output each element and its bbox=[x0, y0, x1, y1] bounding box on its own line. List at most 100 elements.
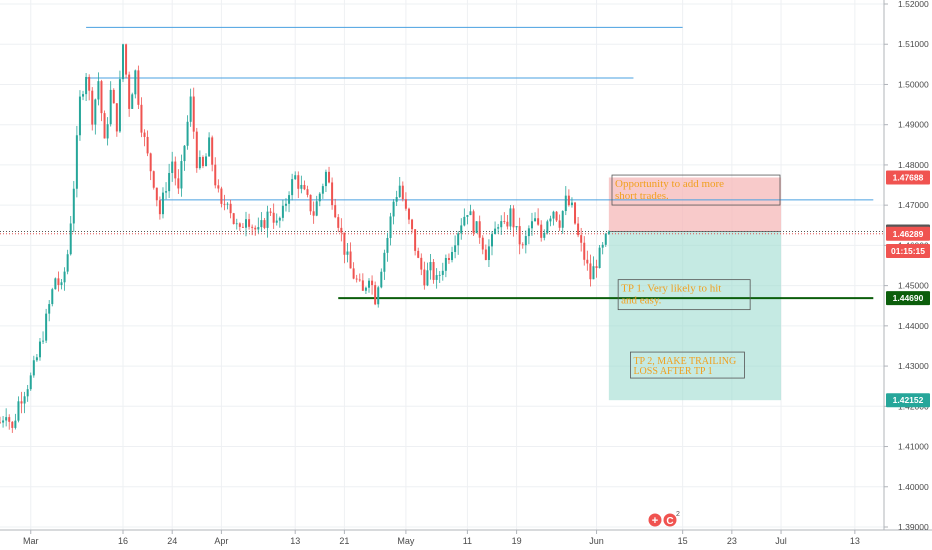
annotation-text: TP 2, MAKE TRAILING bbox=[633, 356, 736, 367]
price-badge-bg bbox=[886, 170, 930, 185]
candle-body bbox=[229, 203, 232, 214]
refresh-icon-glyph: C bbox=[666, 516, 673, 527]
candle-body bbox=[451, 251, 454, 261]
y-tick-label: 1.50000 bbox=[898, 79, 929, 89]
candle-body bbox=[281, 205, 284, 218]
candle-body bbox=[469, 211, 472, 216]
candle-body bbox=[103, 113, 106, 139]
candle-body bbox=[515, 226, 518, 228]
candle-body bbox=[377, 287, 380, 305]
candle-body bbox=[601, 244, 604, 248]
candle-body bbox=[201, 157, 204, 167]
candle-body bbox=[494, 228, 497, 235]
candle-body bbox=[288, 195, 291, 204]
x-tick-label: 21 bbox=[339, 536, 349, 546]
x-tick-label: 24 bbox=[167, 536, 177, 546]
candle-body bbox=[266, 211, 269, 228]
candle-body bbox=[140, 104, 143, 133]
price-badge-label: 1.46289 bbox=[893, 229, 924, 239]
candle-body bbox=[94, 99, 97, 125]
candle-body bbox=[241, 226, 244, 228]
x-tick-label: 23 bbox=[727, 536, 737, 546]
candle-body bbox=[29, 375, 32, 390]
candle-body bbox=[306, 189, 309, 195]
candle-body bbox=[238, 223, 241, 227]
candlestick-series bbox=[0, 43, 610, 433]
bottom-icons[interactable]: + C2 bbox=[648, 511, 681, 528]
candle-body bbox=[337, 217, 340, 228]
candle-body bbox=[346, 251, 349, 255]
candle-body bbox=[358, 279, 361, 281]
candle-body bbox=[543, 232, 546, 238]
candle-body bbox=[48, 304, 51, 314]
candle-body bbox=[254, 227, 257, 230]
y-tick-label: 1.40000 bbox=[898, 482, 929, 492]
candle-body bbox=[186, 121, 189, 146]
refresh-icon[interactable]: C2 bbox=[663, 511, 681, 527]
candle-body bbox=[355, 278, 358, 280]
candle-body bbox=[149, 153, 152, 172]
candle-body bbox=[324, 171, 327, 187]
annotation-text: LOSS AFTER TP 1 bbox=[633, 366, 712, 377]
x-tick-label: Jul bbox=[775, 536, 787, 546]
candle-body bbox=[235, 223, 238, 225]
candle-body bbox=[592, 266, 595, 280]
candle-body bbox=[75, 135, 78, 189]
candle-body bbox=[395, 197, 398, 202]
candle-body bbox=[454, 245, 457, 252]
candle-body bbox=[392, 201, 395, 217]
candle-body bbox=[97, 81, 100, 100]
x-tick-label: May bbox=[397, 536, 415, 546]
candle-body bbox=[604, 233, 607, 245]
candle-body bbox=[14, 420, 17, 428]
candle-body bbox=[294, 175, 297, 180]
candle-body bbox=[208, 137, 211, 157]
stop-zone bbox=[608, 177, 782, 232]
candle-body bbox=[217, 185, 220, 189]
annotation-text: TP 1. Very likely to hit bbox=[621, 283, 721, 295]
candle-body bbox=[220, 188, 223, 204]
price-badge-label: 1.47688 bbox=[893, 172, 924, 182]
candle-body bbox=[8, 417, 11, 422]
candle-body bbox=[441, 270, 444, 275]
candle-body bbox=[11, 421, 14, 428]
price-badge-bg bbox=[886, 393, 930, 408]
candle-body bbox=[417, 250, 420, 258]
candle-body bbox=[567, 195, 570, 206]
candle-body bbox=[85, 76, 88, 95]
price-badges: 1.476881.463451.4628901:15:151.446901.42… bbox=[886, 170, 930, 408]
candle-body bbox=[168, 172, 171, 192]
candle-body bbox=[263, 220, 266, 228]
candle-body bbox=[275, 220, 278, 223]
target-zone bbox=[608, 231, 782, 401]
candle-body bbox=[198, 157, 201, 169]
candle-body bbox=[509, 208, 512, 227]
candle-body bbox=[334, 205, 337, 218]
candle-body bbox=[463, 216, 466, 226]
refresh-icon-count: 2 bbox=[676, 511, 680, 518]
candle-body bbox=[500, 221, 503, 228]
candle-body bbox=[0, 422, 1, 424]
candle-body bbox=[88, 76, 91, 91]
x-tick-label: Apr bbox=[214, 536, 228, 546]
candle-body bbox=[161, 192, 164, 215]
annotation-text: Opportunity to add more bbox=[615, 178, 724, 190]
plus-circle-icon[interactable]: + bbox=[648, 513, 662, 528]
annotation-border bbox=[630, 351, 745, 379]
y-tick-label: 1.52000 bbox=[898, 0, 929, 9]
candle-body bbox=[331, 182, 334, 206]
candle-body bbox=[226, 203, 229, 205]
candle-body bbox=[444, 258, 447, 271]
annotation-text: and easy. bbox=[621, 295, 661, 307]
price-badge: 1.44690 bbox=[886, 291, 930, 306]
candle-body bbox=[257, 227, 260, 230]
y-tick-label: 1.43000 bbox=[898, 361, 929, 371]
candle-body bbox=[570, 202, 573, 206]
candle-body bbox=[195, 131, 198, 169]
candle-body bbox=[530, 221, 533, 229]
candle-body bbox=[152, 171, 155, 188]
candle-body bbox=[284, 203, 287, 206]
candle-body bbox=[524, 236, 527, 246]
candle-body bbox=[481, 237, 484, 250]
